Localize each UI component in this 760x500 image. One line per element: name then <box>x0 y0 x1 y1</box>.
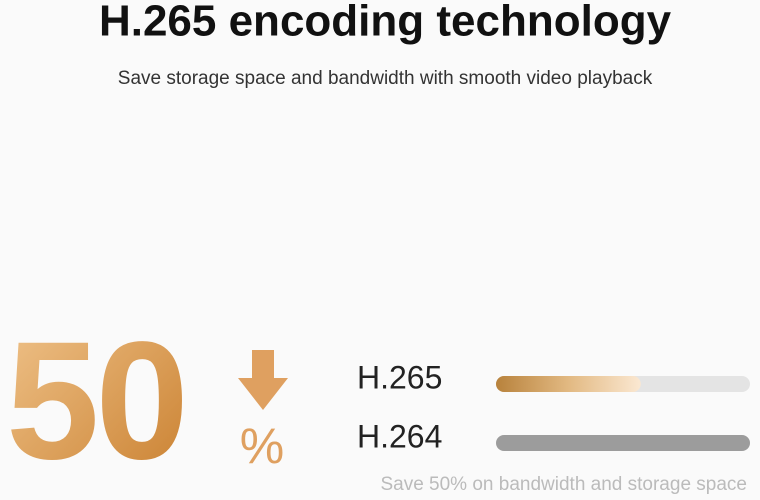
bar-label: H.265 <box>357 359 442 395</box>
note: Save 50% on bandwidth and storage space <box>380 474 747 495</box>
bars: H.265 H.264 <box>357 359 750 454</box>
subtitle: Save storage space and bandwidth with sm… <box>118 68 653 89</box>
bar <box>496 376 641 392</box>
down-arrow <box>238 350 288 410</box>
bar <box>496 435 750 451</box>
percent-sign: % <box>240 418 284 474</box>
bar-label: H.264 <box>357 418 442 454</box>
title: H.265 encoding technology <box>99 0 672 46</box>
big-number: 50 <box>6 306 185 494</box>
